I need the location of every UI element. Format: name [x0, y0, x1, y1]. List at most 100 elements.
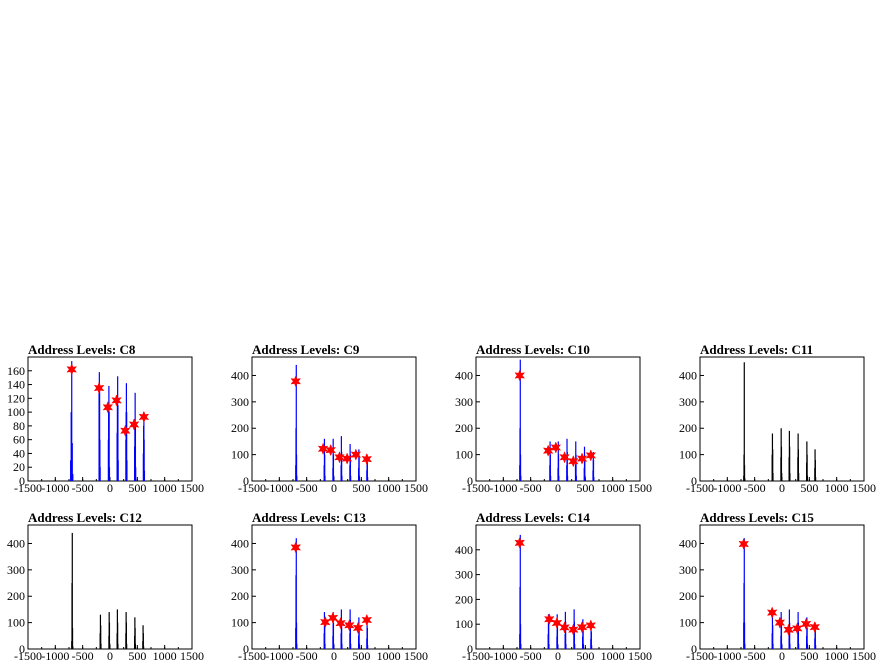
x-tick-label: 500 [128, 649, 146, 663]
x-tick-label: 500 [352, 649, 370, 663]
peak-marker [317, 442, 329, 455]
peak-marker [335, 616, 346, 630]
y-tick-label: 200 [679, 589, 697, 603]
x-tick-label: -1500 [462, 481, 490, 495]
peak-marker [774, 616, 786, 629]
peak-marker [585, 449, 597, 462]
x-tick-label: 500 [576, 481, 594, 495]
x-tick-label: -500 [72, 481, 94, 495]
x-tick-label: 1500 [852, 649, 876, 663]
x-tick-label: 1000 [153, 649, 177, 663]
x-tick-label: 1000 [825, 481, 849, 495]
peak-marker [334, 451, 345, 464]
x-tick-label: 0 [779, 481, 785, 495]
peak-marker [66, 363, 78, 376]
chart-title: Address Levels: C10 [476, 342, 590, 357]
x-tick-label: 1500 [180, 481, 204, 495]
y-tick-label: 400 [231, 368, 249, 382]
x-tick-label: -1500 [686, 481, 714, 495]
chart-panel: Address Levels: C15 -1500 -1000 -500 0 500 100… [679, 510, 876, 663]
y-tick-label: 200 [7, 589, 25, 603]
x-tick-label: 0 [107, 481, 113, 495]
x-tick-label: -500 [744, 649, 766, 663]
peak-marker [559, 451, 570, 464]
y-tick-label: 80 [13, 419, 25, 433]
x-tick-label: 1000 [153, 481, 177, 495]
peak-marker [559, 621, 570, 634]
x-tick-label: 1500 [404, 481, 428, 495]
peak-marker [791, 622, 803, 635]
chart-panel: Address Levels: C11 -1500 -1000 -500 0 500 100… [679, 342, 876, 495]
peak-marker [327, 611, 339, 625]
y-tick-label: 40 [13, 446, 25, 460]
x-tick-label: -500 [296, 649, 318, 663]
chart-title: Address Levels: C8 [28, 342, 136, 357]
x-tick-label: -1000 [41, 649, 69, 663]
x-tick-label: -500 [744, 481, 766, 495]
x-tick-label: 1000 [825, 649, 849, 663]
y-tick-label: 400 [231, 536, 249, 550]
peak-marker [766, 606, 778, 619]
peak-marker [783, 623, 794, 636]
x-tick-label: -1000 [41, 481, 69, 495]
x-tick-label: -1500 [14, 649, 42, 663]
peak-marker [542, 444, 554, 457]
chart-title: Address Levels: C12 [28, 510, 142, 525]
y-tick-label: 0 [467, 642, 473, 656]
y-tick-label: 300 [231, 395, 249, 409]
y-tick-label: 100 [455, 448, 473, 462]
peak-marker [361, 613, 373, 627]
chart-title: Address Levels: C14 [476, 510, 590, 525]
peak-marker [111, 394, 122, 407]
peak-marker [551, 616, 563, 630]
x-tick-label: -500 [520, 649, 542, 663]
y-tick-label: 200 [679, 421, 697, 435]
peak-marker [361, 452, 373, 466]
x-tick-label: 1500 [628, 649, 652, 663]
y-tick-label: 100 [455, 617, 473, 631]
y-tick-label: 0 [691, 474, 697, 488]
y-tick-label: 100 [7, 616, 25, 630]
chart-panel: Address Levels: C9-1500 -1000 -500 0 500 1000… [231, 342, 428, 495]
y-tick-label: 200 [231, 421, 249, 435]
y-tick-label: 160 [7, 364, 25, 378]
y-tick-label: 100 [231, 616, 249, 630]
y-tick-label: 0 [19, 474, 25, 488]
x-tick-label: 500 [800, 481, 818, 495]
peak-marker [576, 452, 588, 465]
x-tick-label: 500 [576, 649, 594, 663]
y-tick-label: 200 [231, 589, 249, 603]
x-tick-label: 1000 [377, 481, 401, 495]
peak-marker [341, 452, 353, 465]
x-tick-label: -1000 [489, 481, 517, 495]
x-tick-label: 500 [128, 481, 146, 495]
y-tick-label: 60 [13, 433, 25, 447]
chart-panel: Address Levels: C12 -1500 -1000 -500 0 500 100… [7, 510, 204, 663]
y-tick-label: 0 [243, 474, 249, 488]
x-tick-label: 0 [779, 649, 785, 663]
x-tick-label: -1000 [713, 649, 741, 663]
y-tick-label: 400 [455, 543, 473, 557]
peak-marker [800, 617, 812, 631]
peak-marker [350, 448, 362, 461]
peak-marker [352, 621, 364, 635]
x-tick-label: 0 [331, 649, 337, 663]
x-tick-label: -500 [520, 481, 542, 495]
peak-marker [514, 536, 526, 550]
chart-title: Address Levels: C13 [252, 510, 366, 525]
x-tick-label: 1500 [404, 649, 428, 663]
chart-panel: Address Levels: C13 -1500 -1000 -500 0 500 100… [231, 510, 428, 663]
x-tick-label: -500 [72, 649, 94, 663]
y-tick-label: 200 [455, 592, 473, 606]
y-tick-label: 400 [679, 536, 697, 550]
peak-marker [319, 615, 331, 629]
x-tick-label: 1000 [601, 649, 625, 663]
peak-marker [576, 621, 588, 634]
peak-marker [102, 401, 114, 414]
x-tick-label: 500 [800, 649, 818, 663]
x-tick-label: 1500 [180, 649, 204, 663]
peak-marker [128, 418, 140, 431]
chart-title: Address Levels: C11 [700, 342, 813, 357]
y-tick-label: 400 [679, 368, 697, 382]
